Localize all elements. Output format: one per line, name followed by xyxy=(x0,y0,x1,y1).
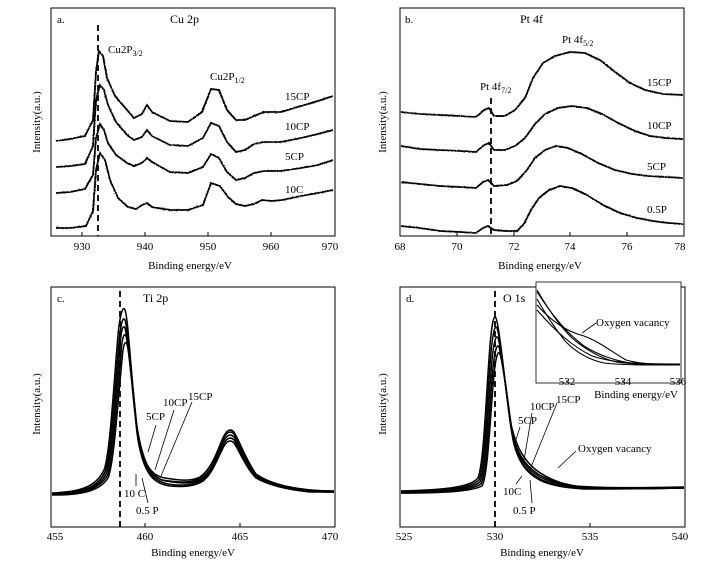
panel-b-ylabel: Intensity(a.u.) xyxy=(377,91,389,153)
panel-d-tick-540: 540 xyxy=(672,531,689,543)
panel-a-tick-940: 940 xyxy=(137,241,154,253)
panel-d-tick-530: 530 xyxy=(487,531,504,543)
series-label-10cp: 10CP xyxy=(285,121,309,133)
series-label-5cp: 5CP xyxy=(647,161,666,173)
panel-a-tick-950: 950 xyxy=(200,241,217,253)
panel-c-ticks xyxy=(144,523,241,527)
inset-tick-534: 534 xyxy=(615,376,632,388)
panel-c-ti2p: c. Ti 2p 5CP 10CP 15CP 10 C 0.5 P 455 46… xyxy=(31,286,339,559)
series-label-5cp: 5CP xyxy=(285,151,304,163)
panel-d-ylabel: Intensity(a.u.) xyxy=(377,373,389,435)
panel-d-tick-525: 525 xyxy=(396,531,413,543)
panel-c-tick-455: 455 xyxy=(47,531,64,543)
panel-b-frame xyxy=(399,7,685,237)
series-label-0-5p: 0.5 P xyxy=(513,505,536,517)
peak-label-pt4f72: Pt 4f7/2 xyxy=(480,81,511,95)
panel-c-tick-470: 470 xyxy=(322,531,339,543)
curve-15cp xyxy=(400,51,684,118)
series-label-15cp: 15CP xyxy=(647,77,671,89)
panel-a-ylabel: Intensity(a.u.) xyxy=(31,91,43,153)
curve-5cp xyxy=(51,326,335,495)
panel-a-ticks xyxy=(81,232,336,236)
panel-c-tick-465: 465 xyxy=(232,531,249,543)
panel-d-o1s: d. O 1s Oxygen vacancy 532 xyxy=(377,281,689,559)
series-label-15cp: 15CP xyxy=(556,394,580,406)
panel-c-tick-460: 460 xyxy=(137,531,154,543)
panel-d-inset: Oxygen vacancy 532 534 536 Binding energ… xyxy=(535,281,687,401)
panel-b-tick-74: 74 xyxy=(565,241,577,253)
series-label-10c: 10C xyxy=(285,184,303,196)
panel-c-label: c. xyxy=(57,293,65,305)
inset-frame xyxy=(535,281,682,384)
panel-c-title: Ti 2p xyxy=(143,291,168,305)
curve-0-5p xyxy=(400,352,685,494)
panel-a-tick-970: 970 xyxy=(322,241,339,253)
panel-c-curves xyxy=(51,308,335,496)
curve-0-5p xyxy=(400,185,684,234)
peak-label-cu2p12: Cu2P1/2 xyxy=(210,71,245,85)
panel-b-curves xyxy=(400,51,684,234)
peak-label-cu2p32: Cu2P3/2 xyxy=(108,44,143,58)
curve-10cp xyxy=(400,105,684,153)
curve-0-5p xyxy=(51,341,334,496)
panel-d-curves xyxy=(400,316,685,494)
curve-5cp xyxy=(400,145,684,189)
series-label-15cp: 15CP xyxy=(188,391,212,403)
panel-b-xlabel: Binding energy/eV xyxy=(498,260,582,272)
panel-b-tick-70: 70 xyxy=(452,241,464,253)
panel-b-tick-78: 78 xyxy=(675,241,687,253)
inset-oxygen-vacancy-label: Oxygen vacancy xyxy=(596,317,670,329)
panel-b-ticks xyxy=(399,232,685,236)
panel-b-label: b. xyxy=(405,14,414,26)
panel-d-label: d. xyxy=(406,293,415,305)
panel-d-leaders xyxy=(513,402,577,504)
inset-xlabel: Binding energy/eV xyxy=(594,389,678,401)
panel-d-tick-535: 535 xyxy=(582,531,599,543)
series-label-10cp: 10CP xyxy=(163,397,187,409)
panel-b-pt4f: b. Pt 4f Pt 4f7/2 Pt 4f5/2 15CP 10CP 5CP… xyxy=(377,7,687,272)
series-label-10cp: 10CP xyxy=(647,120,671,132)
panel-c-frame xyxy=(50,286,336,528)
curve-10c xyxy=(51,334,335,495)
inset-tick-536: 536 xyxy=(670,376,687,388)
series-label-5cp: 5CP xyxy=(146,411,165,423)
panel-b-tick-72: 72 xyxy=(509,241,520,253)
series-label-10c: 10 C xyxy=(124,488,145,500)
peak-label-pt4f52: Pt 4f5/2 xyxy=(562,34,593,48)
series-label-0-5p: 0.5 P xyxy=(136,505,159,517)
curve-10cp xyxy=(51,318,335,495)
panel-a-label: a. xyxy=(57,14,65,26)
panel-a-xlabel: Binding energy/eV xyxy=(148,260,232,272)
main-oxygen-vacancy-label: Oxygen vacancy xyxy=(578,443,652,455)
panel-a-title: Cu 2p xyxy=(170,12,199,26)
series-label-0-5p: 0.5P xyxy=(647,204,667,216)
panel-b-title: Pt 4f xyxy=(520,12,543,26)
series-label-15cp: 15CP xyxy=(285,91,309,103)
series-label-10c: 10C xyxy=(503,486,521,498)
panel-d-xlabel: Binding energy/eV xyxy=(500,547,584,559)
panel-b-tick-68: 68 xyxy=(395,241,407,253)
series-label-10cp: 10CP xyxy=(530,401,554,413)
curve-10cp xyxy=(55,83,334,168)
panel-b-tick-76: 76 xyxy=(622,241,634,253)
inset-ticks xyxy=(566,380,679,383)
panel-d-title: O 1s xyxy=(503,291,526,305)
panel-a-cu2p: a. Cu 2p Cu2P3/2 Cu2P1/2 15CP 10CP 5CP 1… xyxy=(31,7,339,272)
panel-c-leaders xyxy=(135,401,193,504)
panel-a-frame xyxy=(50,7,336,237)
panel-a-tick-960: 960 xyxy=(263,241,280,253)
series-label-5cp: 5CP xyxy=(518,415,537,427)
panel-a-tick-930: 930 xyxy=(74,241,91,253)
panel-c-xlabel: Binding energy/eV xyxy=(151,547,235,559)
inset-curves xyxy=(536,289,681,366)
panel-c-ylabel: Intensity(a.u.) xyxy=(31,373,43,435)
inset-leader xyxy=(581,322,597,334)
inset-tick-532: 532 xyxy=(559,376,576,388)
curve-15cp xyxy=(55,48,334,142)
panel-d-ticks xyxy=(494,523,591,527)
